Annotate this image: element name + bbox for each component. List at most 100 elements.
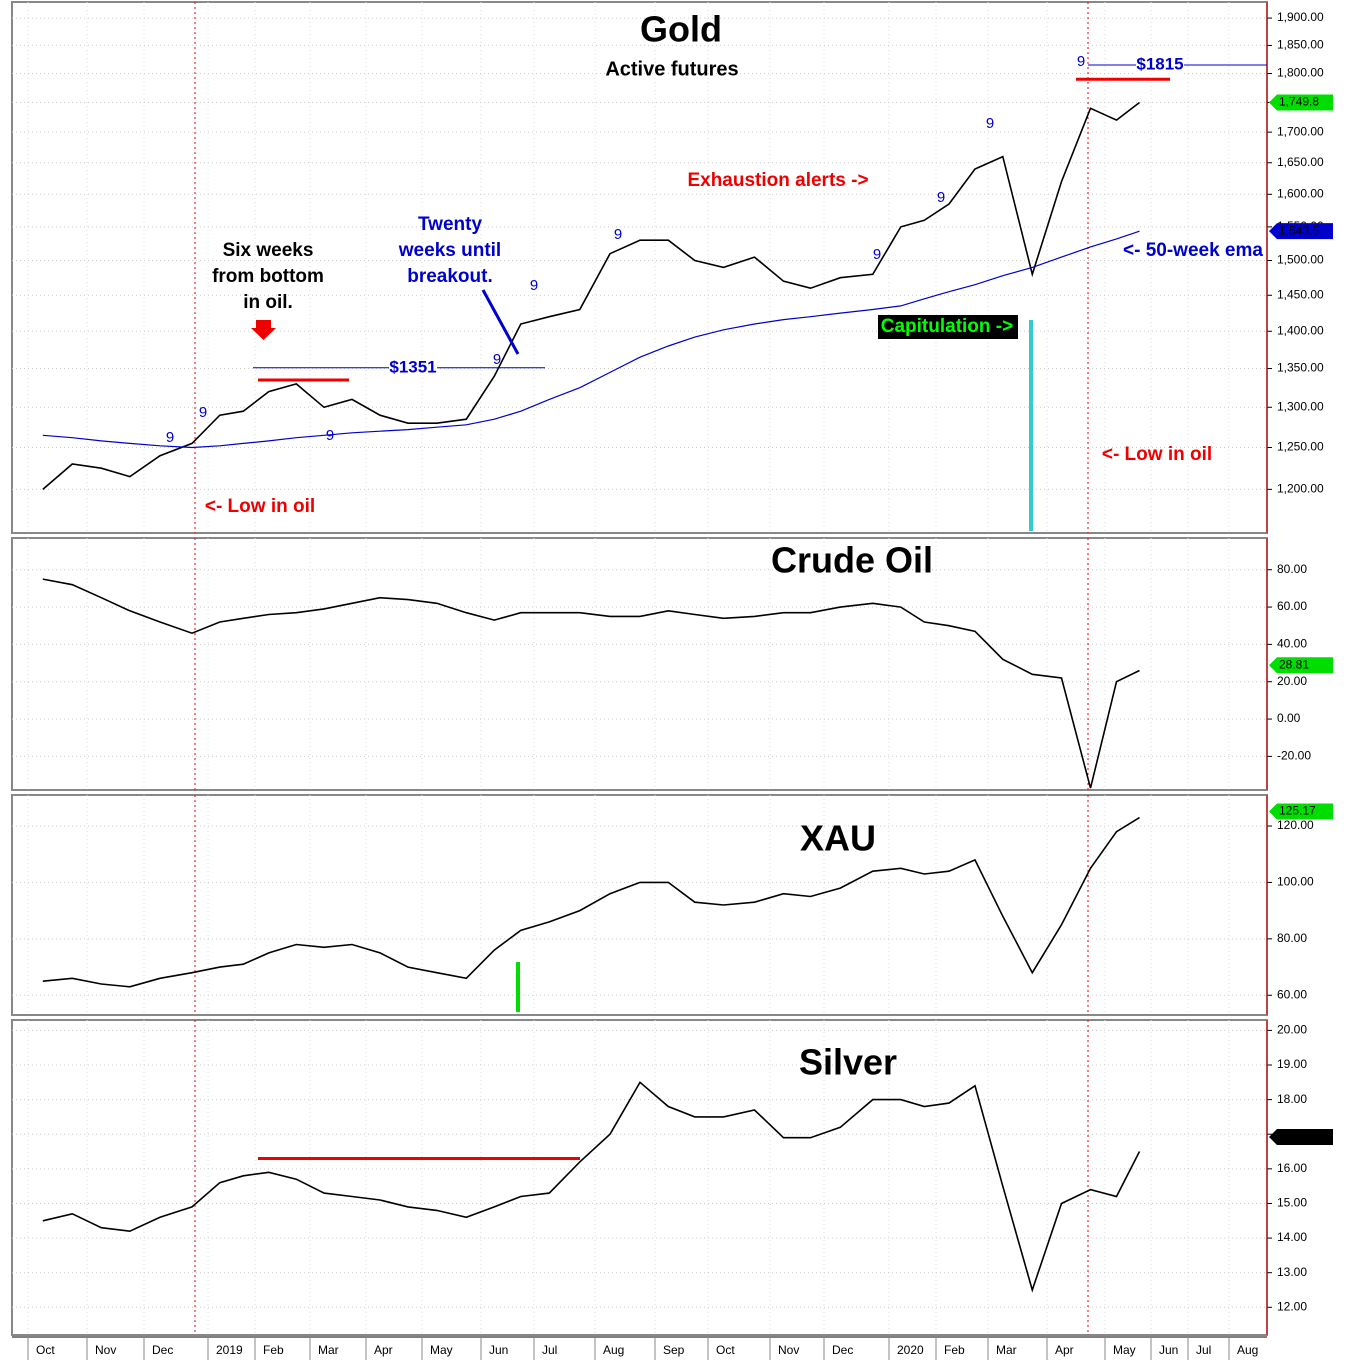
y-tick-label: 1,600.00 [1277, 186, 1324, 200]
y-tick-label: 1,300.00 [1277, 399, 1324, 413]
y-tick-label: 1,250.00 [1277, 440, 1324, 454]
price-tag [1269, 94, 1333, 111]
annotation: breakout. [407, 266, 493, 287]
x-tick-label: 2020 [897, 1343, 924, 1357]
price-tag-label: 16.92 [1279, 1129, 1309, 1143]
x-tick-label: Dec [832, 1343, 853, 1357]
panel-subtitle: Active futures [605, 58, 738, 80]
annotation-bg [878, 315, 1018, 339]
count-mark: 9 [937, 189, 945, 206]
y-tick-label: -20.00 [1277, 749, 1311, 763]
y-tick-label: 1,650.00 [1277, 155, 1324, 169]
x-tick-label: Nov [778, 1343, 799, 1357]
level-label-bg [1136, 56, 1184, 75]
y-tick-label: 16.00 [1277, 1161, 1307, 1175]
y-tick-label: 12.00 [1277, 1299, 1307, 1313]
y-tick-label: 1,400.00 [1277, 323, 1324, 337]
x-tick-label: Jun [1159, 1343, 1178, 1357]
y-tick-label: 15.00 [1277, 1196, 1307, 1210]
count-mark: 9 [530, 277, 538, 294]
count-mark: 9 [166, 429, 174, 446]
price-tag-label: 1,749.8 [1279, 95, 1319, 109]
count-mark: 9 [614, 226, 622, 243]
y-tick-label: 1,850.00 [1277, 38, 1324, 52]
panel-title: Silver [799, 1042, 897, 1083]
y-tick-label: 60.00 [1277, 599, 1307, 613]
y-tick-label: 80.00 [1277, 562, 1307, 576]
ema-line [42, 230, 1140, 449]
x-tick-label: Mar [996, 1343, 1017, 1357]
x-tick-label: Apr [374, 1343, 393, 1357]
price-tag [1269, 657, 1333, 674]
annotation: from bottom [212, 266, 324, 287]
annotation: Capitulation -> [881, 316, 1013, 337]
arrow-down [251, 320, 276, 340]
price-tag-label: 125.17 [1279, 804, 1316, 818]
annotation: <- 50-week ema [1123, 240, 1263, 261]
y-tick-label: 14.00 [1277, 1230, 1307, 1244]
price-tag [1269, 223, 1333, 240]
x-tick-label: Sep [663, 1343, 685, 1357]
y-tick-label: 1,450.00 [1277, 287, 1324, 301]
y-tick-label: 20.00 [1277, 674, 1307, 688]
y-tick-label: 0.00 [1277, 711, 1301, 725]
annotation: <- Low in oil [205, 496, 315, 517]
x-tick-label: Feb [263, 1343, 284, 1357]
y-tick-label: 18.00 [1277, 1092, 1307, 1106]
annotation: weeks until [398, 240, 501, 261]
price-line [42, 1081, 1141, 1293]
y-tick-label: 1,200.00 [1277, 482, 1324, 496]
count-mark: 9 [873, 246, 881, 263]
y-tick-label: 100.00 [1277, 875, 1314, 889]
annotation: Twenty [418, 214, 482, 235]
price-line [42, 816, 1140, 988]
y-tick-label: 80.00 [1277, 931, 1307, 945]
capitulation-line [1029, 320, 1033, 531]
y-tick-label: 1,350.00 [1277, 361, 1324, 375]
y-tick-label: 13.00 [1277, 1265, 1307, 1279]
y-tick-label: 40.00 [1277, 637, 1307, 651]
x-tick-label: Aug [603, 1343, 624, 1357]
price-tag [1269, 803, 1333, 820]
count-mark: 9 [493, 351, 501, 368]
x-tick-label: Oct [716, 1343, 735, 1357]
x-tick-label: Nov [95, 1343, 116, 1357]
x-tick-label: Feb [944, 1343, 965, 1357]
x-tick-label: Jul [1196, 1343, 1211, 1357]
y-tick-label: 1,800.00 [1277, 66, 1324, 80]
x-tick-label: 2019 [216, 1343, 243, 1357]
annotation: Six weeks [223, 240, 314, 261]
y-tick-label: 60.00 [1277, 987, 1307, 1001]
y-tick-label: 19.00 [1277, 1057, 1307, 1071]
y-tick-label: 1,700.00 [1277, 124, 1324, 138]
x-tick-label: Jul [542, 1343, 557, 1357]
price-tag-label: 28.81 [1279, 657, 1309, 671]
x-tick-label: Aug [1237, 1343, 1258, 1357]
x-tick-label: Jun [489, 1343, 508, 1357]
level-label: $1815 [1136, 54, 1183, 73]
panel-title: XAU [800, 818, 876, 859]
price-line [42, 578, 1140, 789]
price-tag [1269, 1129, 1333, 1145]
annotation: in oil. [243, 292, 293, 313]
count-mark: 9 [986, 115, 994, 132]
y-tick-label: 120.00 [1277, 818, 1314, 832]
y-tick-label: 1,900.00 [1277, 10, 1324, 24]
level-label: $1351 [389, 357, 436, 376]
annotation: Exhaustion alerts -> [687, 170, 868, 191]
price-line [42, 101, 1140, 491]
y-tick-label: 20.00 [1277, 1023, 1307, 1037]
pointer-line [481, 289, 520, 355]
x-tick-label: Dec [152, 1343, 173, 1357]
y-tick-label: 1,500.00 [1277, 253, 1324, 267]
level-label-bg [389, 358, 437, 377]
x-tick-label: Mar [318, 1343, 339, 1357]
count-mark: 9 [199, 404, 207, 421]
annotation: <- Low in oil [1102, 444, 1212, 465]
signal-line [516, 962, 520, 1012]
x-tick-label: May [430, 1343, 453, 1357]
x-tick-label: May [1113, 1343, 1136, 1357]
price-tag-label: 1,543.5 [1279, 223, 1319, 237]
x-tick-label: Oct [36, 1343, 55, 1357]
